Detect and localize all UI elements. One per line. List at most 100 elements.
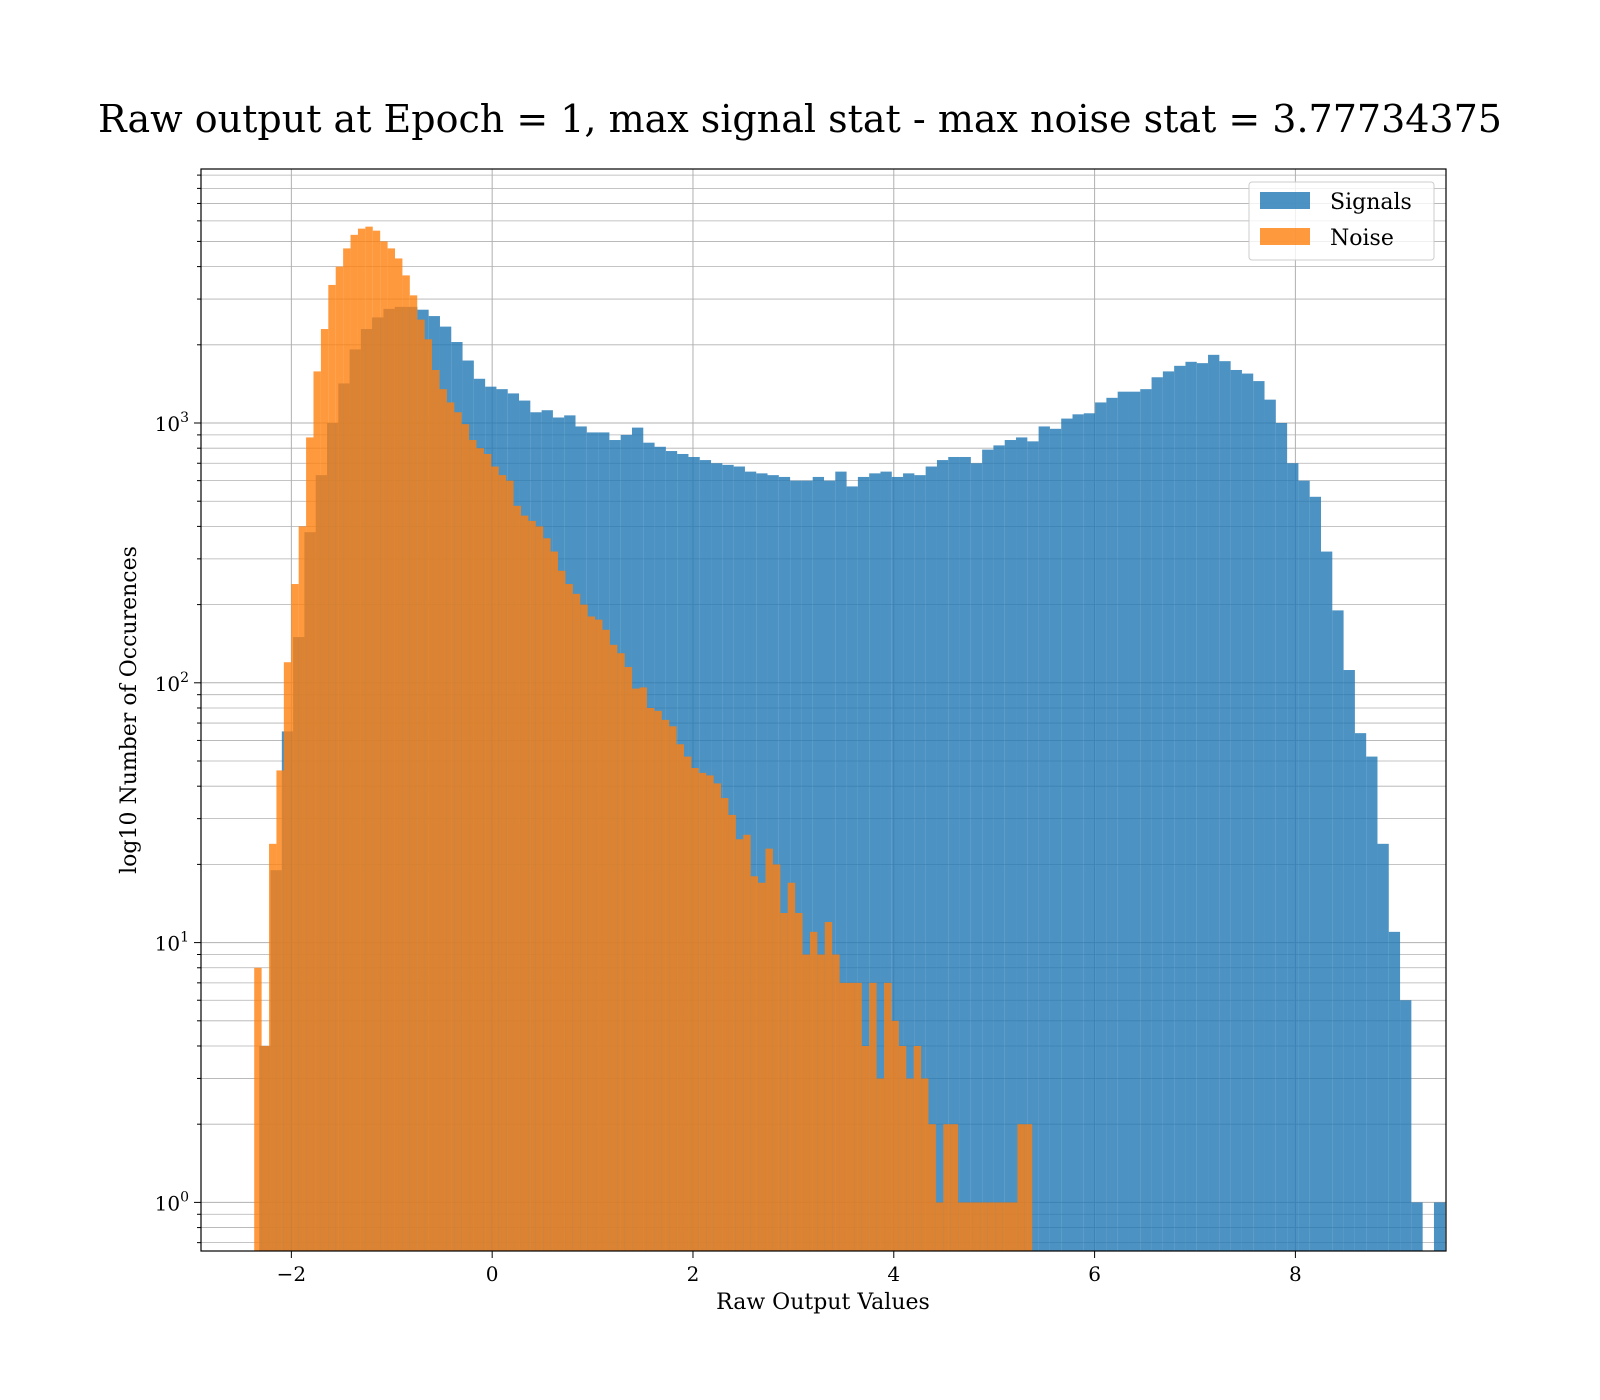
y-tick-label: 101	[155, 930, 189, 956]
bar-signals	[1264, 399, 1276, 1251]
x-tick-label: 6	[1088, 1262, 1101, 1286]
bar-noise	[958, 1202, 966, 1251]
bar-noise	[646, 707, 655, 1251]
bar-signals	[756, 473, 768, 1251]
bar-signals	[1287, 463, 1299, 1251]
bar-noise	[884, 982, 892, 1251]
chart-title: Raw output at Epoch = 1, max signal stat…	[98, 97, 1502, 141]
bar-noise	[654, 710, 662, 1251]
bar-noise	[461, 424, 470, 1251]
y-tick-label: 102	[155, 670, 189, 696]
bar-noise	[298, 526, 307, 1251]
bar-noise	[372, 230, 381, 1252]
bar-noise	[728, 814, 736, 1251]
bar-signals	[1320, 551, 1333, 1251]
bar-noise	[721, 798, 729, 1251]
bar-noise	[661, 719, 670, 1251]
bar-noise	[743, 834, 751, 1251]
bar-noise	[987, 1202, 996, 1251]
x-axis-label: Raw Output Values	[716, 1290, 930, 1315]
bar-noise	[276, 770, 284, 1251]
bar-noise	[780, 912, 788, 1251]
bar-noise	[624, 667, 633, 1251]
bar-signals	[1049, 428, 1062, 1251]
bar-noise	[291, 584, 299, 1251]
bar-noise	[380, 241, 388, 1251]
bar-signals	[1095, 402, 1107, 1251]
bar-noise	[580, 604, 588, 1251]
y-tick-label: 100	[155, 1189, 189, 1215]
bar-noise	[558, 570, 566, 1251]
bar-noise	[313, 371, 321, 1251]
bar-noise	[1017, 1124, 1025, 1251]
bar-noise	[676, 744, 684, 1251]
bar-noise	[587, 616, 596, 1251]
bar-signals	[1128, 391, 1141, 1251]
bars-layer	[254, 226, 1446, 1252]
bar-noise	[765, 848, 773, 1251]
bar-noise	[572, 593, 581, 1251]
bar-noise	[943, 1124, 951, 1251]
bar-noise	[454, 412, 462, 1252]
bar-noise	[328, 284, 336, 1251]
bar-noise	[394, 258, 403, 1251]
legend: Signals Noise	[1248, 181, 1435, 261]
bar-signals	[1388, 931, 1401, 1251]
bar-noise	[913, 1045, 922, 1251]
bar-noise	[1010, 1202, 1018, 1251]
bar-signals	[1196, 363, 1209, 1251]
bar-noise	[565, 584, 573, 1251]
bar-noise	[802, 954, 810, 1251]
bar-noise	[350, 234, 358, 1251]
bar-noise	[839, 982, 847, 1251]
bar-signals	[1400, 1000, 1412, 1251]
bar-noise	[980, 1202, 988, 1251]
bar-noise	[543, 538, 551, 1251]
bar-signals	[790, 480, 802, 1251]
bar-signals	[1106, 397, 1118, 1251]
bar-noise	[357, 228, 366, 1251]
bar-noise	[261, 1045, 270, 1251]
bar-signals	[857, 476, 870, 1251]
bar-noise	[498, 475, 507, 1251]
bar-noise	[335, 266, 344, 1251]
bar-noise	[698, 772, 707, 1251]
bar-noise	[520, 515, 529, 1251]
bar-signals	[1366, 756, 1378, 1251]
bar-noise	[269, 843, 277, 1251]
bar-signals	[1309, 496, 1321, 1251]
bar-noise	[639, 687, 647, 1251]
x-tick-label: 2	[687, 1262, 700, 1286]
bar-noise	[254, 967, 262, 1251]
bar-noise	[535, 526, 544, 1251]
bar-noise	[424, 339, 433, 1251]
y-axis-label: log10 Number of Occurences	[117, 546, 142, 874]
bar-signals	[1117, 391, 1129, 1251]
bar-noise	[483, 453, 492, 1252]
bar-signals	[1004, 440, 1017, 1251]
bar-signals	[1208, 354, 1220, 1251]
bar-noise	[995, 1202, 1003, 1251]
legend-label-signals: Signals	[1330, 190, 1412, 215]
bar-signals	[1332, 610, 1344, 1251]
bar-noise	[432, 369, 440, 1251]
legend-label-noise: Noise	[1330, 226, 1394, 251]
bar-signals	[925, 466, 937, 1251]
bar-noise	[972, 1202, 981, 1251]
bar-noise	[476, 448, 484, 1251]
bar-noise	[758, 882, 766, 1251]
bar-signals	[1275, 423, 1288, 1251]
bar-signals	[835, 471, 847, 1251]
bar-noise	[609, 644, 618, 1251]
bar-noise	[691, 767, 699, 1251]
bar-signals	[1151, 377, 1163, 1251]
bar-noise	[513, 505, 521, 1251]
bar-noise	[320, 329, 329, 1251]
bar-signals	[1140, 389, 1152, 1251]
bar-signals	[1230, 369, 1242, 1251]
bar-noise	[1024, 1124, 1033, 1251]
x-tick-label: 8	[1289, 1262, 1302, 1286]
bar-signals	[1343, 670, 1355, 1251]
bar-signals	[1411, 1202, 1423, 1251]
bar-noise	[950, 1124, 959, 1251]
